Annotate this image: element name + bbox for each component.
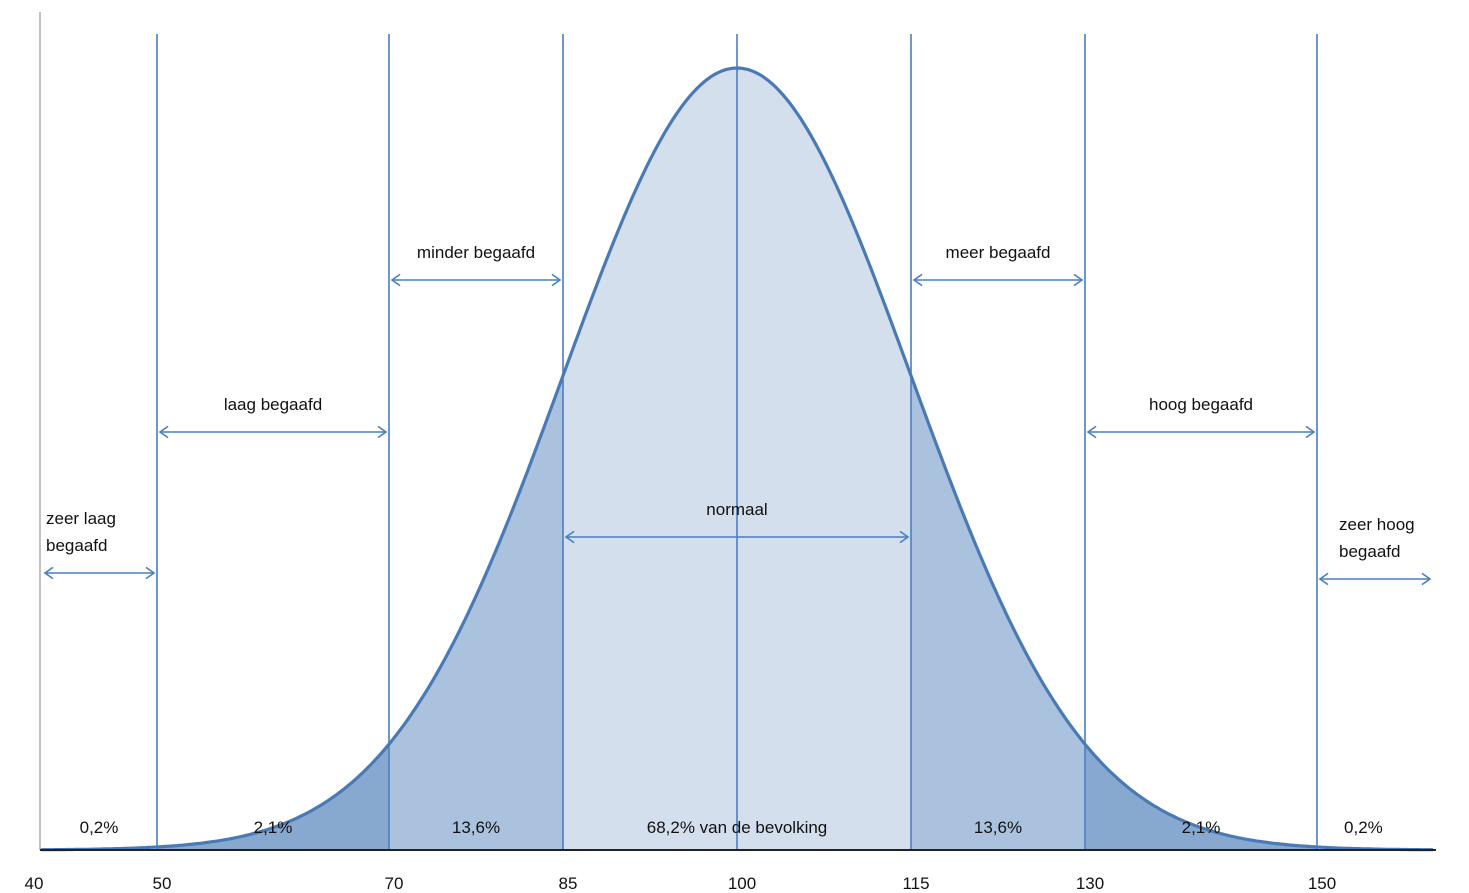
percentage-labels: 0,2% 2,1% 13,6% 68,2% van de bevolking 13,6%…: [80, 818, 1383, 837]
percentage-label: 13,6%: [452, 818, 500, 837]
band-130-150: [1085, 744, 1317, 850]
percentage-label: 13,6%: [974, 818, 1022, 837]
arrowhead-right-normaal: [899, 530, 910, 544]
arrowhead-left-meer-begaafd: [912, 273, 923, 287]
x-tick-label: 85: [559, 874, 578, 893]
arrowhead-right-hoog-begaafd: [1305, 425, 1316, 439]
range-labels: zeer laag begaafd laag begaafd minder begaa…: [46, 243, 1415, 561]
range-label-hoog-begaafd: hoog begaafd: [1149, 395, 1253, 414]
range-label-zeer-laag-begaafd-line-0: zeer laag: [46, 509, 116, 528]
arrowhead-right-minder-begaafd: [551, 273, 562, 287]
range-label-zeer-hoog-begaafd-line-0: zeer hoog: [1339, 515, 1415, 534]
arrowhead-right-zeer-laag-begaafd: [145, 566, 156, 580]
range-label-minder-begaafd: minder begaafd: [417, 243, 535, 262]
x-tick-label: 50: [153, 874, 172, 893]
arrowhead-left-zeer-laag-begaafd: [43, 566, 54, 580]
arrowhead-left-laag-begaafd: [158, 425, 169, 439]
percentage-label: 2,1%: [1182, 818, 1221, 837]
x-tick-label: 115: [902, 874, 929, 893]
x-tick-label: 150: [1308, 874, 1336, 893]
band-50-70: [157, 744, 389, 850]
x-tick-label: 100: [728, 874, 756, 893]
percentage-label: 0,2%: [1344, 818, 1383, 837]
percentage-label: 68,2% van de bevolking: [647, 818, 828, 837]
x-tick-labels: 40 50 70 85 100 115 130 150: [25, 874, 1337, 893]
arrowhead-right-meer-begaafd: [1073, 273, 1084, 287]
arrowhead-right-laag-begaafd: [377, 425, 388, 439]
arrowhead-left-zeer-hoog-begaafd: [1318, 572, 1329, 586]
range-label-laag-begaafd: laag begaafd: [224, 395, 322, 414]
x-tick-label: 70: [385, 874, 404, 893]
percentage-label: 0,2%: [80, 818, 119, 837]
range-arrows: [43, 273, 1432, 586]
range-label-normaal: normaal: [706, 500, 767, 519]
percentage-label: 2,1%: [254, 818, 293, 837]
range-label-zeer-laag-begaafd-line-1: begaafd: [46, 536, 107, 555]
x-tick-label: 130: [1076, 874, 1104, 893]
arrowhead-left-minder-begaafd: [390, 273, 401, 287]
arrowhead-left-normaal: [564, 530, 575, 544]
curve-layer: [41, 66, 1433, 852]
axes: [39, 12, 1436, 851]
bell-curve-line: [41, 66, 1433, 852]
arrowhead-right-zeer-hoog-begaafd: [1421, 572, 1432, 586]
range-label-meer-begaafd: meer begaafd: [946, 243, 1051, 262]
range-label-zeer-hoog-begaafd-line-1: begaafd: [1339, 542, 1400, 561]
arrowhead-left-hoog-begaafd: [1086, 425, 1097, 439]
x-tick-label: 40: [25, 874, 44, 893]
boundary-lines: [156, 34, 1318, 850]
